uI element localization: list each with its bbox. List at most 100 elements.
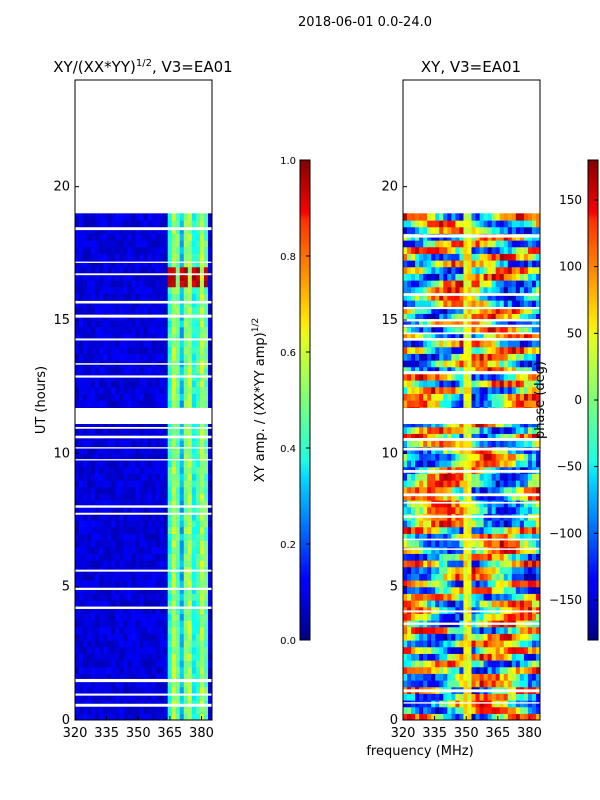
heatmap-cell bbox=[91, 666, 96, 674]
heatmap-cell bbox=[535, 666, 540, 674]
heatmap-cell bbox=[151, 646, 157, 654]
heatmap-cell bbox=[151, 246, 157, 254]
heatmap-cell bbox=[79, 533, 84, 541]
heatmap-cell bbox=[479, 526, 485, 534]
heatmap-cell bbox=[491, 600, 497, 608]
heatmap-cell bbox=[123, 580, 128, 588]
heatmap-cell bbox=[487, 526, 493, 534]
heatmap-cell bbox=[111, 693, 116, 701]
heatmap-cell bbox=[403, 500, 408, 508]
heatmap-cell bbox=[87, 240, 92, 248]
heatmap-cell bbox=[447, 346, 452, 354]
heatmap-cell bbox=[483, 566, 489, 574]
heatmap-cell bbox=[199, 400, 205, 408]
heatmap-cell bbox=[171, 353, 177, 361]
heatmap-cell bbox=[499, 553, 505, 561]
heatmap-cell bbox=[155, 226, 161, 234]
heatmap-cell bbox=[131, 233, 137, 241]
heatmap-cell bbox=[451, 500, 456, 508]
heatmap-cell bbox=[143, 266, 149, 274]
heatmap-cell bbox=[195, 473, 201, 481]
heatmap-cell bbox=[507, 613, 513, 621]
heatmap-cell bbox=[471, 426, 477, 434]
heatmap-cell bbox=[415, 533, 420, 541]
heatmap-cell bbox=[199, 273, 205, 281]
heatmap-cell bbox=[171, 700, 177, 708]
heatmap-cell bbox=[467, 320, 473, 328]
heatmap-cell bbox=[163, 680, 169, 688]
heatmap-cell bbox=[207, 353, 212, 361]
heatmap-cell bbox=[435, 600, 440, 608]
heatmap-cell bbox=[483, 626, 489, 634]
heatmap-cell bbox=[475, 286, 481, 294]
heatmap-cell bbox=[123, 626, 128, 634]
heatmap-cell bbox=[107, 620, 112, 628]
heatmap-cell bbox=[187, 353, 193, 361]
heatmap-cell bbox=[163, 266, 169, 274]
heatmap-cell bbox=[471, 326, 477, 334]
heatmap-cell bbox=[487, 280, 493, 288]
heatmap-cell bbox=[171, 500, 177, 508]
heatmap-cell bbox=[451, 346, 456, 354]
heatmap-cell bbox=[103, 453, 108, 461]
heatmap-cell bbox=[455, 393, 461, 401]
heatmap-cell bbox=[163, 220, 169, 228]
heatmap-cell bbox=[495, 300, 501, 308]
heatmap-cell bbox=[535, 646, 540, 654]
heatmap-cell bbox=[447, 266, 452, 274]
heatmap-cell bbox=[171, 593, 177, 601]
heatmap-cell bbox=[187, 246, 193, 254]
heatmap-cell bbox=[491, 280, 497, 288]
heatmap-cell bbox=[119, 380, 124, 388]
heatmap-cell bbox=[403, 706, 408, 714]
heatmap-cell bbox=[123, 266, 128, 274]
heatmap-cell bbox=[487, 306, 493, 314]
heatmap-cell bbox=[147, 326, 153, 334]
heatmap-cell bbox=[519, 373, 525, 381]
heatmap-cell bbox=[103, 446, 108, 454]
heatmap-cell bbox=[495, 593, 501, 601]
heatmap-cell bbox=[439, 673, 444, 681]
heatmap-cell bbox=[167, 700, 173, 708]
heatmap-cell bbox=[131, 326, 137, 334]
heatmap-cell bbox=[467, 333, 473, 341]
heatmap-cell bbox=[403, 560, 408, 568]
heatmap-cell bbox=[199, 620, 205, 628]
heatmap-cell bbox=[79, 400, 84, 408]
heatmap-cell bbox=[103, 473, 108, 481]
heatmap-cell bbox=[115, 260, 120, 268]
heatmap-cell bbox=[499, 460, 505, 468]
heatmap-cell bbox=[427, 606, 432, 614]
heatmap-cell bbox=[155, 260, 161, 268]
heatmap-cell bbox=[507, 346, 513, 354]
heatmap-cell bbox=[135, 540, 141, 548]
heatmap-cell bbox=[483, 473, 489, 481]
heatmap-cell bbox=[179, 693, 185, 701]
heatmap-cell bbox=[99, 640, 104, 648]
heatmap-cell bbox=[419, 300, 424, 308]
heatmap-cell bbox=[123, 526, 128, 534]
heatmap-cell bbox=[491, 346, 497, 354]
heatmap-cell bbox=[111, 220, 116, 228]
heatmap-cell bbox=[191, 333, 197, 341]
heatmap-cell bbox=[75, 300, 80, 308]
heatmap-cell bbox=[187, 453, 193, 461]
heatmap-cell bbox=[475, 580, 481, 588]
heatmap-cell bbox=[191, 506, 197, 514]
heatmap-cell bbox=[191, 500, 197, 508]
heatmap-cell bbox=[111, 613, 116, 621]
heatmap-cell bbox=[135, 426, 141, 434]
heatmap-cell bbox=[175, 460, 181, 468]
heatmap-cell bbox=[511, 560, 517, 568]
heatmap-cell bbox=[135, 673, 141, 681]
heatmap-cell bbox=[447, 666, 452, 674]
heatmap-cell bbox=[407, 280, 412, 288]
heatmap-cell bbox=[123, 340, 128, 348]
heatmap-cell bbox=[167, 260, 173, 268]
heatmap-cell bbox=[103, 533, 108, 541]
heatmap-cell bbox=[475, 653, 481, 661]
heatmap-cell bbox=[87, 580, 92, 588]
heatmap-cell bbox=[83, 460, 88, 468]
heatmap-cell bbox=[127, 220, 133, 228]
heatmap-cell bbox=[143, 233, 149, 241]
